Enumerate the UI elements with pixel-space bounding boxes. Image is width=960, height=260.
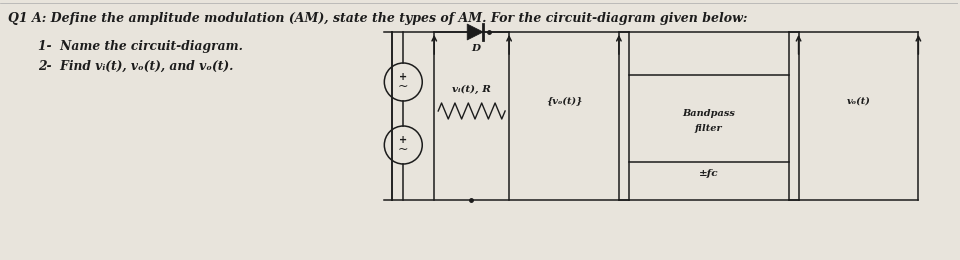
Polygon shape bbox=[468, 24, 483, 40]
Text: filter: filter bbox=[695, 124, 723, 133]
Text: ~: ~ bbox=[398, 80, 409, 93]
Text: {vₒ(t)}: {vₒ(t)} bbox=[546, 96, 582, 106]
Text: vₒ(t): vₒ(t) bbox=[847, 96, 871, 106]
Text: D: D bbox=[471, 44, 481, 53]
Text: +: + bbox=[399, 135, 407, 145]
Text: Bandpass: Bandpass bbox=[683, 109, 735, 118]
Bar bbox=[629, 75, 788, 162]
Text: vᵢ(t), R: vᵢ(t), R bbox=[452, 85, 491, 94]
Text: ±fᴄ: ±fᴄ bbox=[699, 170, 718, 179]
Text: 2-  Find vᵢ(t), vₒ(t), and vₒ(t).: 2- Find vᵢ(t), vₒ(t), and vₒ(t). bbox=[38, 60, 233, 73]
Text: +: + bbox=[399, 72, 407, 82]
Text: ~: ~ bbox=[398, 142, 409, 155]
Text: 1-  Name the circuit-diagram.: 1- Name the circuit-diagram. bbox=[38, 40, 243, 53]
Text: Q1 A: Define the amplitude modulation (AM), state the types of AM. For the circu: Q1 A: Define the amplitude modulation (A… bbox=[8, 12, 748, 25]
